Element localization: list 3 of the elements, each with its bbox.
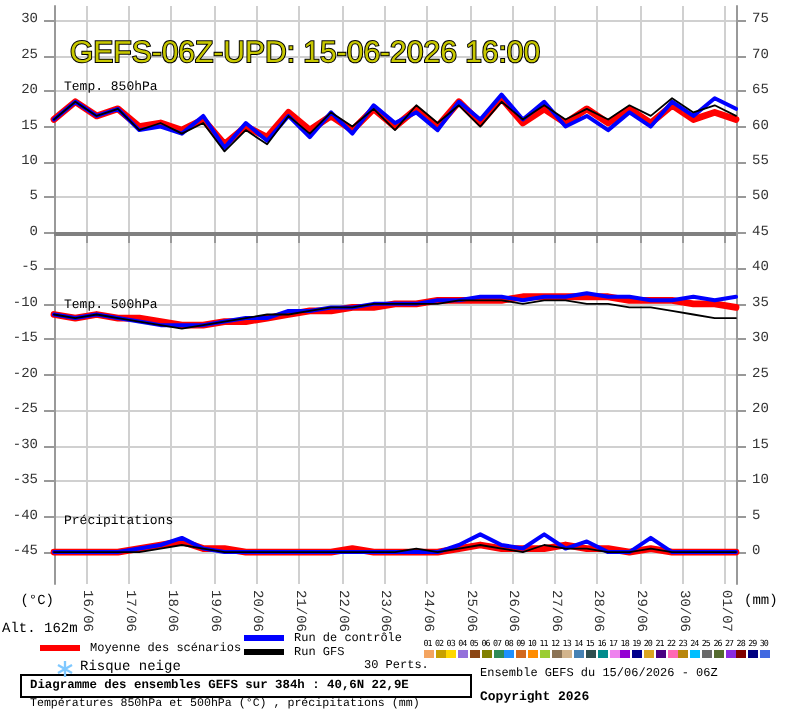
line-series [52, 532, 738, 555]
line-series [53, 299, 737, 330]
text: GEFS-06Z-UPD: 15-06-2026 16:00 [70, 36, 541, 70]
